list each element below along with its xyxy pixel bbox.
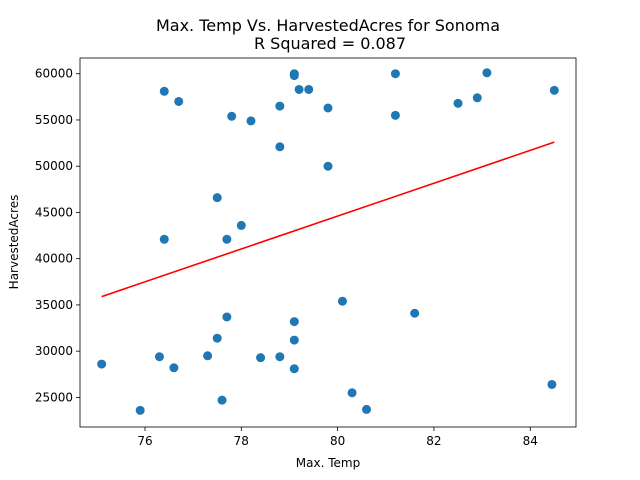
- data-point: [289, 317, 299, 327]
- data-point: [289, 364, 299, 374]
- x-tick-label: 78: [234, 434, 249, 448]
- data-point: [337, 296, 347, 306]
- data-point: [236, 220, 246, 230]
- x-tick-label: 80: [330, 434, 345, 448]
- data-point: [547, 379, 557, 389]
- regression-line: [101, 141, 555, 298]
- data-point: [222, 234, 232, 244]
- data-point: [222, 312, 232, 322]
- data-point: [362, 404, 372, 414]
- data-point: [154, 352, 164, 362]
- y-tick-label: 50000: [35, 159, 73, 173]
- data-point: [323, 161, 333, 171]
- data-point: [97, 359, 107, 369]
- data-point: [482, 68, 492, 78]
- data-point: [203, 351, 213, 361]
- chart-title: Max. Temp Vs. HarvestedAcres for Sonoma: [156, 16, 500, 35]
- data-point: [390, 69, 400, 79]
- data-point: [159, 86, 169, 96]
- y-tick-label: 60000: [35, 67, 73, 81]
- data-point: [256, 353, 266, 363]
- data-point: [135, 405, 145, 415]
- data-point: [275, 142, 285, 152]
- data-point: [212, 333, 222, 343]
- data-point: [169, 363, 179, 373]
- data-point: [212, 193, 222, 203]
- y-tick-label: 40000: [35, 252, 73, 266]
- data-point: [246, 116, 256, 126]
- x-tick-label: 82: [426, 434, 441, 448]
- data-point: [304, 84, 314, 94]
- data-point: [289, 335, 299, 345]
- x-axis-label: Max. Temp: [296, 456, 360, 470]
- x-tick-label: 84: [523, 434, 538, 448]
- y-tick-label: 30000: [35, 344, 73, 358]
- data-point: [549, 85, 559, 95]
- data-point: [227, 111, 237, 121]
- data-point: [217, 395, 227, 405]
- plot-area: 76 78 80 82 84 25000 30000 35000 40000 45000 50000…: [35, 57, 577, 448]
- chart-subtitle: R Squared = 0.087: [254, 34, 406, 53]
- y-tick-label: 55000: [35, 113, 73, 127]
- y-tick-label: 25000: [35, 390, 73, 404]
- data-point: [472, 93, 482, 103]
- data-point: [410, 308, 420, 318]
- data-point: [159, 234, 169, 244]
- axes-frame: [79, 57, 577, 428]
- data-point: [275, 101, 285, 111]
- data-point: [174, 96, 184, 106]
- x-tick-label: 76: [137, 434, 152, 448]
- y-axis-label: HarvestedAcres: [7, 195, 21, 290]
- data-point: [453, 98, 463, 108]
- data-point: [275, 352, 285, 362]
- data-point: [289, 71, 299, 81]
- data-point: [294, 84, 304, 94]
- data-point: [390, 110, 400, 120]
- y-tick-label: 45000: [35, 205, 73, 219]
- y-tick-label: 35000: [35, 298, 73, 312]
- data-point: [323, 103, 333, 113]
- data-point: [347, 388, 357, 398]
